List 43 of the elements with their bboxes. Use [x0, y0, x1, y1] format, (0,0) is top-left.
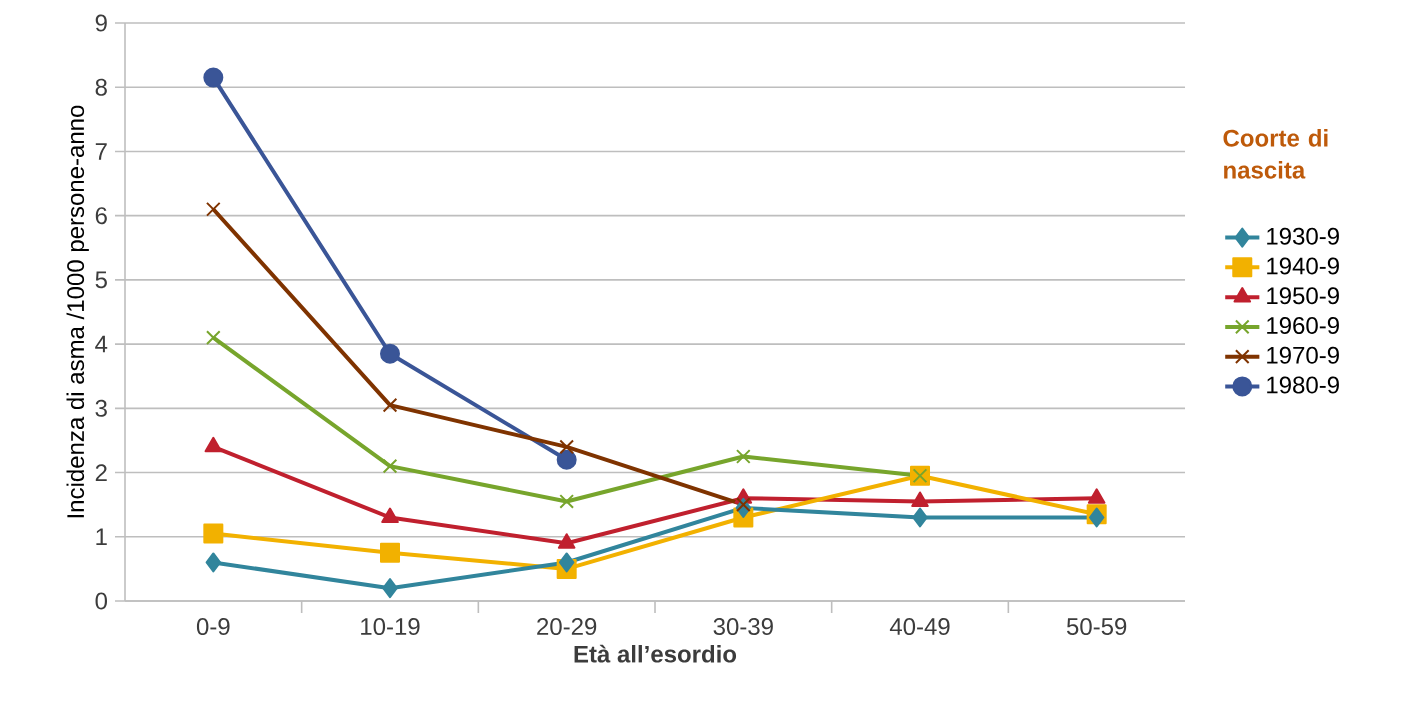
point: [735, 497, 751, 513]
y-tick-label: 3: [95, 399, 107, 417]
y-axis-title: Incidenza di asma /1000 persone-anno: [66, 105, 89, 518]
point: [912, 507, 928, 528]
x-tick-label: 50-59: [1066, 618, 1127, 636]
point: [205, 201, 221, 217]
legend-label: 1960-9: [1267, 317, 1339, 334]
legend-title: Coorte di nascita: [1223, 129, 1328, 179]
point: [735, 449, 751, 464]
legend-label: 1930-9: [1267, 227, 1339, 245]
point: [382, 578, 398, 599]
point: [203, 67, 224, 88]
y-tick-label: 9: [95, 14, 107, 32]
legend-label: 1970-9: [1267, 346, 1339, 364]
legend-label: 1980-9: [1267, 376, 1339, 394]
x-tick-label: 10-19: [361, 618, 420, 636]
point: [203, 523, 224, 544]
legend-label: 1950-9: [1267, 287, 1339, 305]
point: [205, 330, 221, 346]
y-tick-label: 7: [95, 143, 107, 160]
point: [380, 542, 400, 563]
point: [381, 507, 399, 524]
x-tick-label: 30-39: [713, 618, 773, 636]
x-tick-label: 0-9: [196, 618, 230, 636]
point: [559, 439, 575, 455]
point: [382, 397, 398, 413]
point: [380, 343, 400, 364]
x-tick-label: 20-29: [537, 618, 597, 636]
point: [382, 458, 398, 474]
y-tick-label: 1: [96, 528, 107, 546]
point: [205, 552, 222, 573]
x-tick-label: 40-49: [889, 618, 950, 636]
legend-label: 1940-9: [1267, 257, 1339, 275]
y-tick-label: 4: [95, 335, 108, 353]
x-axis-title: Età all’esordio: [574, 644, 737, 663]
y-tick-label: 0: [95, 592, 108, 610]
point: [556, 449, 577, 470]
point: [558, 552, 575, 573]
y-tick-label: 2: [95, 464, 107, 481]
y-tick-label: 6: [95, 207, 107, 225]
y-tick-label: 8: [95, 78, 107, 96]
y-tick-label: 5: [95, 271, 107, 289]
point: [559, 494, 575, 509]
